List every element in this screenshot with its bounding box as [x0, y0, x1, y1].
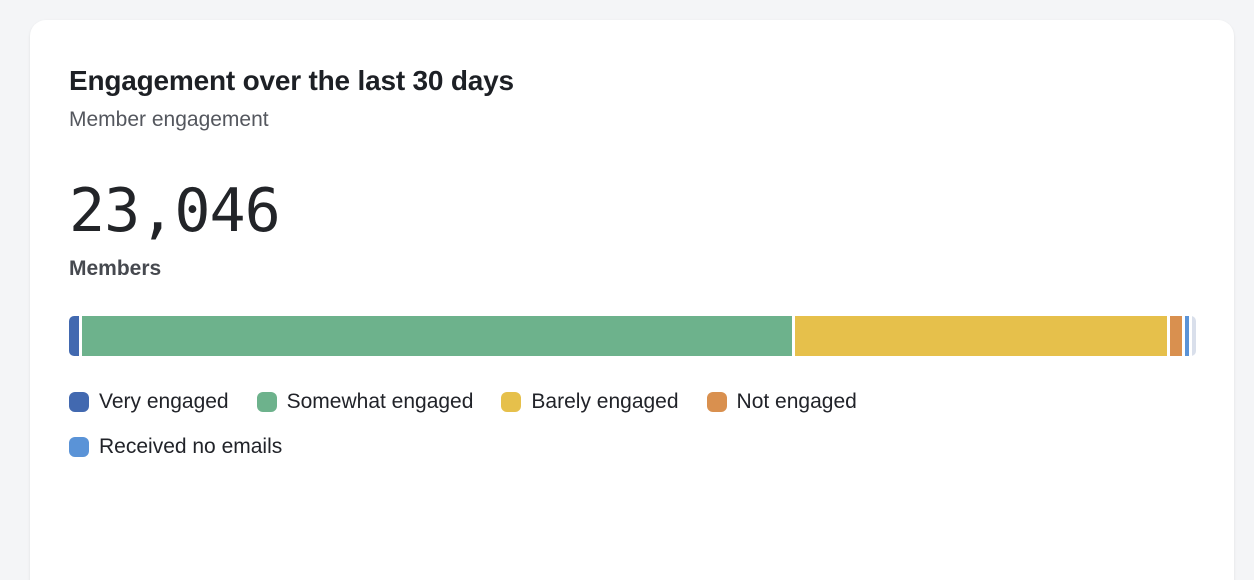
bar-track-end: [1191, 316, 1196, 356]
legend-label: Somewhat engaged: [286, 390, 474, 413]
engagement-card: Engagement over the last 30 days Member …: [30, 20, 1234, 580]
legend-swatch-icon: [501, 392, 522, 412]
bar-segment-very-engaged[interactable]: [69, 316, 80, 356]
legend-swatch-icon: [706, 392, 727, 412]
card-title: Engagement over the last 30 days: [69, 65, 514, 96]
legend-label: Barely engaged: [531, 390, 679, 413]
legend-label: Not engaged: [736, 390, 857, 413]
members-count-value: 23,046: [69, 176, 281, 246]
legend-label: Very engaged: [99, 390, 229, 413]
bar-segment-not-engaged[interactable]: [1169, 316, 1183, 356]
bar-segment-received-no-emails[interactable]: [1185, 316, 1189, 356]
legend-label: Received no emails: [99, 435, 283, 458]
legend-swatch-icon: [256, 392, 277, 412]
members-count-label: Members: [69, 257, 162, 280]
legend-swatch-icon: [69, 437, 89, 457]
engagement-legend: Very engaged Somewhat engaged Barely engag…: [69, 388, 1196, 461]
legend-item-barely-engaged: Barely engaged: [501, 388, 679, 416]
legend-item-somewhat-engaged: Somewhat engaged: [256, 388, 474, 416]
card-subtitle: Member engagement: [69, 108, 269, 131]
legend-item-very-engaged: Very engaged: [69, 388, 229, 416]
legend-row: Very engaged Somewhat engaged Barely engag…: [69, 388, 1196, 416]
engagement-stacked-bar: [69, 316, 1196, 356]
legend-item-not-engaged: Not engaged: [706, 388, 857, 416]
legend-swatch-icon: [69, 392, 89, 412]
legend-row: Received no emails: [69, 433, 1196, 461]
legend-item-received-no-emails: Received no emails: [69, 433, 282, 461]
bar-segment-barely-engaged[interactable]: [795, 316, 1167, 356]
bar-segment-somewhat-engaged[interactable]: [82, 316, 792, 356]
